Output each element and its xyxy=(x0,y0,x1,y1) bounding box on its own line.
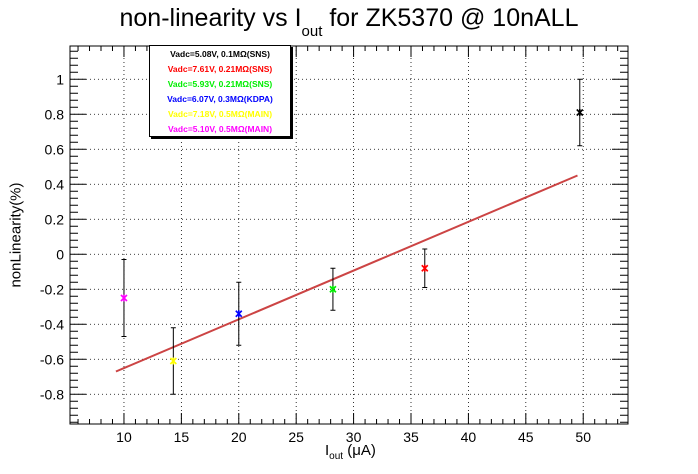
legend-entry: Vadc=7.61V, 0.21MΩ(SNS) xyxy=(167,64,273,74)
chart-title-main: non-linearity vs I xyxy=(119,4,302,32)
data-point xyxy=(421,264,429,272)
x-tick-label: 35 xyxy=(403,429,419,445)
data-point xyxy=(169,357,177,365)
data-point xyxy=(235,310,243,318)
data-point xyxy=(120,294,128,302)
x-tick-label: 20 xyxy=(231,429,247,445)
chart-title: non-linearity vs Iout for ZK5370 @ 10nAL… xyxy=(0,4,698,40)
x-tick-label: 30 xyxy=(346,429,362,445)
y-tick-label: 0.2 xyxy=(45,211,65,227)
data-point xyxy=(576,108,584,117)
y-tick-label: 0.6 xyxy=(45,141,65,157)
legend-entry: Vadc=5.93V, 0.21MΩ(SNS) xyxy=(167,79,273,89)
y-tick-label: -0.6 xyxy=(40,351,64,367)
x-axis-label-main: I xyxy=(325,442,330,459)
plot-frame xyxy=(69,45,629,425)
legend-entry: Vadc=5.08V, 0.1MΩ(SNS) xyxy=(170,49,270,59)
chart-title-suffix: for ZK5370 @ 10nALL xyxy=(322,4,579,32)
x-tick-label: 10 xyxy=(116,429,132,445)
y-tick-label: -0.2 xyxy=(40,281,64,297)
x-tick-label: 50 xyxy=(575,429,591,445)
data-point xyxy=(329,285,337,293)
y-tick-label: 0.4 xyxy=(45,176,65,192)
y-tick-label: -0.4 xyxy=(40,316,64,332)
legend-entry: Vadc=5.10V, 0.5MΩ(MAIN) xyxy=(167,124,273,134)
x-axis-label: Iout (μA) xyxy=(325,442,376,462)
y-tick-label: 1 xyxy=(56,71,64,87)
y-tick-label: -0.8 xyxy=(40,386,64,402)
legend: Vadc=5.08V, 0.1MΩ(SNS) Vadc=7.61V, 0.21M… xyxy=(149,45,291,137)
x-tick-label: 45 xyxy=(518,429,534,445)
y-tick-label: 0 xyxy=(56,246,64,262)
fit-line xyxy=(115,174,578,373)
legend-entry: Vadc=7.18V, 0.5MΩ(MAIN) xyxy=(167,109,273,119)
legend-entry: Vadc=6.07V, 0.3MΩ(KDPA) xyxy=(167,94,273,104)
x-axis-label-subscript: out xyxy=(329,451,344,462)
x-tick-label: 40 xyxy=(461,429,477,445)
x-tick-label: 25 xyxy=(288,429,304,445)
x-tick-label: 15 xyxy=(174,429,190,445)
y-axis-label: nonLinearity(%) xyxy=(7,182,25,288)
y-tick-label: 0.8 xyxy=(45,106,65,122)
chart-title-subscript: out xyxy=(301,23,323,40)
x-axis-label-suffix: (μA) xyxy=(343,442,376,459)
